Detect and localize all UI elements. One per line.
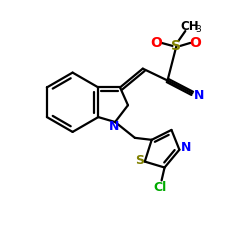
Text: O: O xyxy=(189,36,201,50)
Text: N: N xyxy=(109,120,119,134)
Text: O: O xyxy=(151,36,162,50)
Text: Cl: Cl xyxy=(153,181,166,194)
Text: 3: 3 xyxy=(195,24,201,34)
Text: N: N xyxy=(194,89,204,102)
Text: S: S xyxy=(135,154,144,167)
Text: N: N xyxy=(181,141,192,154)
Text: S: S xyxy=(172,39,181,53)
Text: CH: CH xyxy=(180,20,199,32)
